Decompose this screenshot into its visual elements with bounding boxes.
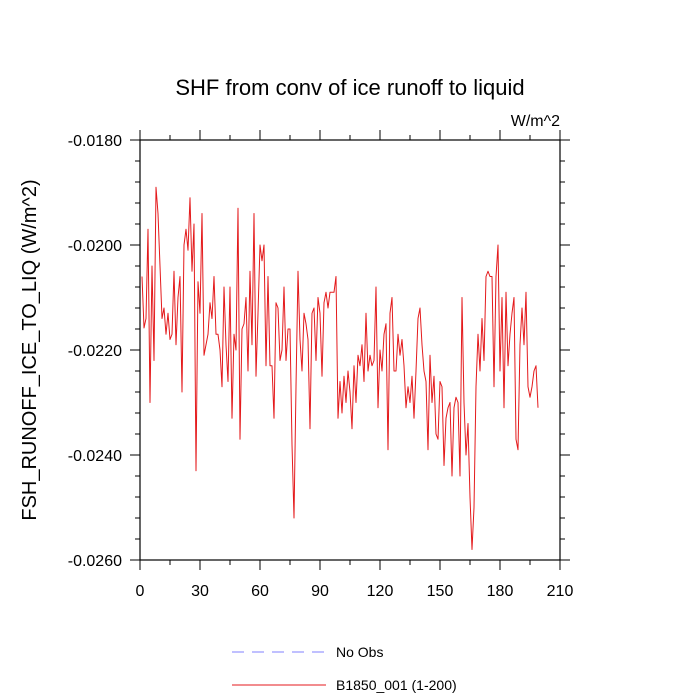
x-tick-label: 60: [251, 583, 269, 600]
x-tick-label: 30: [191, 583, 209, 600]
y-tick-label: -0.0180: [68, 133, 122, 150]
x-tick-label: 0: [136, 583, 145, 600]
chart-title: SHF from conv of ice runoff to liquid: [175, 75, 524, 100]
legend-label-b1850-001: B1850_001 (1-200): [336, 677, 457, 693]
x-tick-label: 180: [487, 583, 514, 600]
legend-label-no-obs: No Obs: [336, 644, 383, 660]
legend: No Obs B1850_001 (1-200): [232, 644, 457, 693]
x-tick-label: 210: [547, 583, 574, 600]
y-tick-label: -0.0200: [68, 238, 122, 255]
y-tick-label: -0.0240: [68, 448, 122, 465]
y-axis-label: FSH_RUNOFF_ICE_TO_LIQ (W/m^2): [19, 179, 41, 520]
units-label: W/m^2: [511, 113, 560, 130]
series-line-b1850-001: [141, 186, 539, 550]
x-tick-label: 120: [367, 583, 394, 600]
x-tick-label: 150: [427, 583, 454, 600]
y-tick-label: -0.0220: [68, 343, 122, 360]
y-tick-label: -0.0260: [68, 553, 122, 570]
plot-frame: [139, 139, 561, 561]
x-tick-label: 90: [311, 583, 329, 600]
